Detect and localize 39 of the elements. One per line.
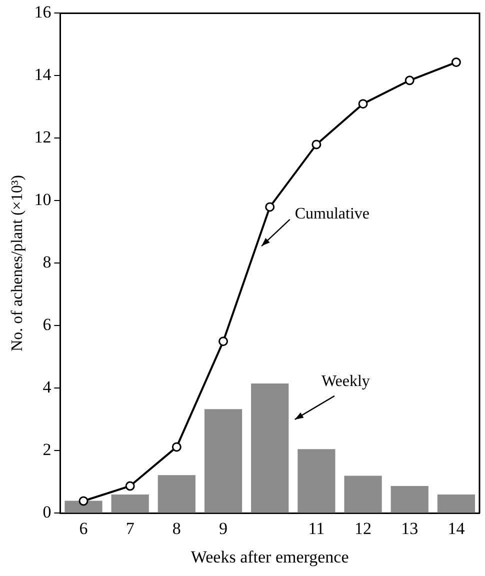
series-label: Cumulative: [294, 206, 370, 223]
x-tick-label: 9: [219, 518, 228, 538]
bar: [251, 384, 289, 513]
y-tick-label: 14: [34, 65, 52, 84]
point: [125, 481, 135, 491]
bar: [111, 494, 149, 513]
x-tick-label: 6: [79, 518, 88, 538]
y-tick-label: 0: [42, 502, 52, 522]
y-tick-label: 8: [42, 252, 52, 272]
x-tick-label: 13: [401, 518, 418, 538]
bar: [344, 476, 382, 513]
x-tick-label: 8: [172, 518, 181, 538]
x-tick-label: 7: [126, 518, 135, 538]
bar: [437, 494, 476, 513]
x-axis-title: Weeks after emergence: [190, 547, 349, 566]
bar: [298, 449, 336, 513]
point: [172, 442, 182, 452]
bar: [390, 486, 428, 513]
y-tick-label: 12: [34, 128, 52, 147]
y-axis-title: No. of achenes/plant (×10³): [8, 174, 26, 352]
point: [265, 202, 275, 212]
x-tick-label: 12: [354, 518, 372, 538]
y-tick-label: 16: [34, 2, 52, 22]
y-tick-label: 6: [42, 315, 52, 334]
point: [312, 140, 322, 150]
y-tick-label: 4: [42, 378, 52, 397]
point: [218, 336, 228, 346]
x-tick-label: 11: [308, 518, 325, 538]
point: [451, 58, 461, 68]
point: [404, 76, 414, 86]
bar: [64, 500, 102, 513]
text: Weekly: [321, 373, 370, 390]
bar: [204, 409, 242, 513]
x-tick-label: 14: [448, 518, 466, 538]
y-tick-label: 10: [34, 190, 52, 210]
point: [358, 99, 368, 109]
bar: [158, 475, 196, 513]
y-tick-label: 2: [42, 440, 52, 460]
point: [78, 496, 88, 506]
